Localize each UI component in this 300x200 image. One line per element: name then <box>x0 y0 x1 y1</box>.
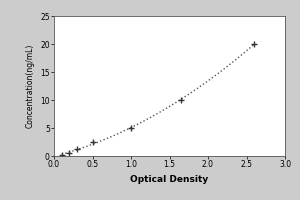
Y-axis label: Concentration(ng/mL): Concentration(ng/mL) <box>26 44 35 128</box>
X-axis label: Optical Density: Optical Density <box>130 175 208 184</box>
